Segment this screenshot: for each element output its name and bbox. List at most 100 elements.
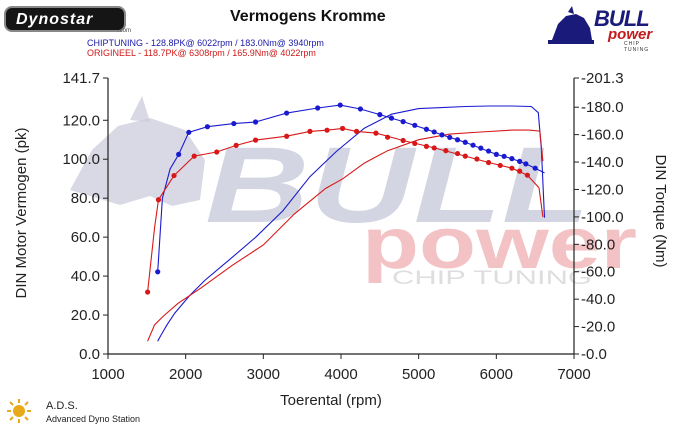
origineel-power-point — [517, 168, 523, 174]
y2-tick-label: -0.0 — [581, 346, 607, 363]
y-tick-label: 0.0 — [79, 346, 100, 363]
origineel-power-point — [353, 128, 360, 134]
dynostar-logo: Dynostar — [4, 6, 126, 32]
chiptuning-power-point — [470, 142, 476, 148]
chiptuning-power-point — [186, 129, 192, 135]
origineel-power-point — [373, 130, 379, 136]
bullpower-logo-sub: power — [608, 26, 653, 43]
y-tick-label: 141.7 — [62, 70, 100, 87]
y-tick-label: 80.0 — [71, 190, 100, 207]
origineel-power-point — [400, 137, 406, 144]
chiptuning-power-point — [493, 151, 499, 157]
ads-abbrev: A.D.S. — [46, 400, 78, 412]
chiptuning-power-point — [357, 106, 364, 112]
x-tick-label: 6000 — [480, 366, 513, 383]
bull-icon — [548, 6, 594, 44]
chiptuning-power-point — [501, 153, 507, 159]
origineel-power-point — [155, 197, 162, 203]
dynostar-logo-text: Dynostar — [16, 11, 94, 28]
origineel-power-point — [214, 149, 220, 155]
origineel-power-point — [462, 153, 468, 159]
x-tick-label: 1000 — [91, 366, 124, 383]
chiptuning-power-point — [509, 156, 515, 162]
chiptuning-torque-line — [157, 105, 546, 342]
origineel-power-point — [145, 289, 151, 295]
ads-fullname: Advanced Dyno Station — [46, 414, 141, 424]
y-tick-label: 60.0 — [71, 229, 100, 246]
watermark-tag-text: CHIP TUNING — [392, 268, 592, 289]
bullpower-logo: BULL power CHIP TUNING — [548, 4, 658, 53]
chart-title: Vermogens Kromme — [230, 8, 386, 25]
chiptuning-power-point — [377, 112, 383, 118]
chart-series — [145, 102, 546, 342]
chiptuning-power-point — [400, 119, 406, 125]
chiptuning-power-point — [155, 269, 161, 275]
y2-tick-label: -120.0 — [581, 181, 624, 198]
chiptuning-power-point — [315, 105, 321, 111]
bullpower-watermark: BULL power CHIP TUNING — [70, 96, 637, 289]
origineel-power-point — [191, 153, 197, 159]
y-tick-label: 40.0 — [71, 268, 100, 285]
x-tick-label: 7000 — [557, 366, 590, 383]
y2-tick-label: -60.0 — [581, 264, 615, 281]
origineel-power-point — [443, 148, 449, 154]
chiptuning-power-point — [431, 129, 437, 135]
origineel-power-point — [423, 143, 430, 149]
origineel-power-point — [509, 165, 515, 171]
chiptuning-power-point — [412, 122, 418, 128]
bullpower-logo-tagline: CHIP TUNING — [624, 41, 650, 53]
x-tick-label: 3000 — [247, 366, 280, 383]
origineel-power-point — [497, 162, 503, 169]
dynostar-logo-sub: .com — [118, 28, 132, 34]
x-tick-label: 2000 — [169, 366, 202, 383]
chiptuning-power-point — [204, 124, 211, 130]
chiptuning-power-point — [284, 110, 290, 116]
y2-tick-label: -140.0 — [581, 154, 624, 171]
origineel-power-point — [385, 134, 391, 140]
legend-chiptuning: CHIPTUNING - 128.8PK@ 6022rpm / 183.0Nm@… — [87, 38, 324, 48]
chiptuning-power-point — [388, 115, 395, 121]
chart-axes: 1000 2000 3000 4000 5000 6000 7000 0.0 20.0 40.0 6… — [62, 70, 623, 383]
chiptuning-power-point — [337, 102, 343, 108]
chiptuning-power-point — [447, 134, 453, 141]
bullpower-logo-main: BULL — [594, 6, 650, 31]
x-tick-label: 4000 — [324, 366, 357, 383]
chiptuning-power-point — [252, 119, 259, 125]
chiptuning-power-point — [231, 120, 237, 127]
origineel-power-point — [339, 125, 346, 132]
y-axis-label: DIN Motor Vermogen (pk) — [13, 128, 30, 299]
chiptuning-power-point — [462, 139, 468, 145]
chiptuning-power-point — [532, 165, 538, 171]
origineel-power-point — [454, 150, 461, 157]
y-tick-label: 120.0 — [62, 112, 100, 129]
origineel-power-point — [485, 159, 492, 166]
y2-tick-label: -40.0 — [581, 291, 615, 308]
y2-tick-label: -201.3 — [581, 70, 624, 87]
origineel-power-point — [171, 172, 177, 179]
chiptuning-power-point — [523, 161, 529, 167]
y-tick-label: 100.0 — [62, 151, 100, 168]
legend-origineel: ORIGINEEL - 118.7PK@ 6308rpm / 165.9Nm@ … — [87, 48, 316, 58]
y2-tick-label: -180.0 — [581, 99, 624, 116]
origineel-power-point — [307, 128, 313, 134]
origineel-power-point — [431, 145, 437, 151]
chiptuning-power-point — [423, 126, 430, 132]
origineel-power-point — [324, 127, 330, 133]
x-axis-label: Toerental (rpm) — [280, 392, 382, 409]
chiptuning-power-point — [517, 158, 523, 164]
chiptuning-power-point — [478, 145, 484, 151]
origineel-torque-line — [147, 129, 544, 342]
origineel-power-point — [252, 137, 259, 143]
origineel-power-point — [233, 142, 239, 148]
y2-axis-label: DIN Torque (Nm) — [652, 154, 669, 267]
x-tick-label: 5000 — [402, 366, 435, 383]
chiptuning-power-point — [439, 132, 445, 138]
chiptuning-power-point — [176, 151, 182, 157]
watermark-sub-text: power — [362, 204, 637, 284]
origineel-power-point — [524, 172, 531, 178]
y2-tick-label: -100.0 — [581, 209, 624, 226]
chiptuning-power-point — [485, 148, 492, 154]
y-tick-label: 20.0 — [71, 307, 100, 324]
